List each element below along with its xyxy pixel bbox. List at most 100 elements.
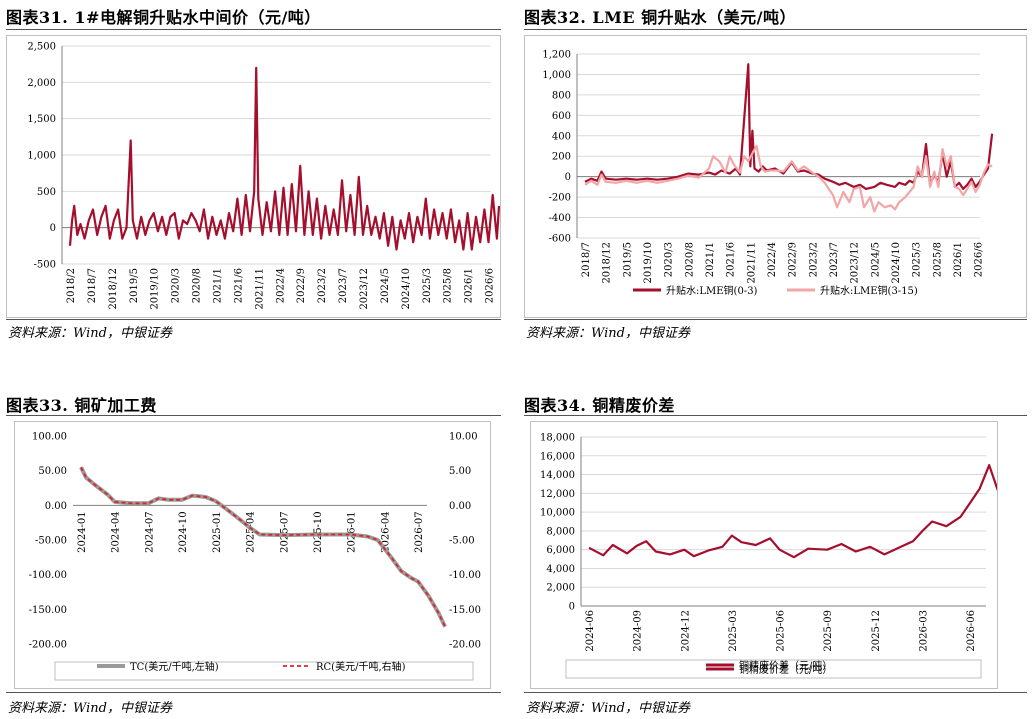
x-tick-label: 2021/6 — [726, 242, 737, 277]
y-tick-label: 12,000 — [540, 489, 575, 500]
x-tick-label: 2023/12 — [359, 268, 370, 310]
x-tick-label: 2019/10 — [643, 242, 654, 284]
x-tick-label: 2026-03 — [919, 610, 930, 652]
chart-34-svg: 0 2,000 4,000 6,000 8,000 10,000 12,000 14,000 1… — [540, 433, 1033, 679]
source-note-33: 资料来源：Wind，中银证券 — [8, 701, 172, 716]
y-tick-label: 8,000 — [546, 526, 575, 537]
series-line — [588, 464, 1033, 559]
chart-title-33: 图表33. 铜矿加工费 — [6, 396, 157, 415]
x-tick-label: 2018/12 — [602, 242, 613, 284]
y-tick-label: 16,000 — [540, 451, 575, 462]
legend-box — [565, 659, 982, 679]
source-rule — [6, 692, 501, 693]
x-tick-label: 2025/8 — [932, 242, 943, 277]
chart-32-svg: -600 -400 -200 0 200 400 600 800 1,000 1,200 2018/… — [542, 50, 994, 297]
x-tick-label: 2025-01 — [212, 511, 223, 553]
x-tick-label: 2025/8 — [443, 268, 454, 303]
source-rule — [6, 319, 501, 320]
x-tick-label: 2024-07 — [144, 511, 155, 553]
y-tick-label: 400 — [552, 131, 571, 142]
title-rule — [524, 29, 1027, 30]
x-tick-label: 2024/10 — [891, 242, 902, 284]
chart-frame: -200.00 -150.00 -100.00 -50.00 0.00 50.00 100.… — [14, 421, 491, 689]
y-tick-label: 6,000 — [546, 545, 575, 556]
x-tick-label: 2025-06 — [776, 610, 787, 652]
x-tick-label: 2023/7 — [829, 242, 840, 277]
y-tick-label: -400 — [549, 213, 571, 224]
x-tick-label: 2022/9 — [296, 268, 307, 303]
legend-label: RC(美元/千吨,右轴) — [316, 660, 406, 673]
series-line — [584, 144, 993, 213]
chart-33-svg: -200.00 -150.00 -100.00 -50.00 0.00 50.00 100.… — [29, 432, 481, 681]
x-tick-label: 2024/10 — [401, 268, 412, 310]
y-tick-label: 0 — [565, 172, 571, 183]
x-tick-label: 2020/3 — [664, 242, 675, 277]
x-tick-label: 2024-04 — [111, 511, 122, 553]
y2-tick-label: 10.00 — [449, 432, 478, 443]
y-tick-label: 100.00 — [32, 432, 67, 443]
y2-tick-label: -15.00 — [449, 605, 481, 616]
x-tick-label: 2026-06 — [966, 610, 977, 652]
y-tick-label: -50.00 — [35, 536, 67, 547]
x-tick-label: 2026/1 — [953, 242, 964, 277]
y-tick-label: 800 — [552, 90, 571, 101]
y-tick-label: 1,000 — [27, 151, 56, 162]
y-tick-label: -500 — [34, 260, 56, 271]
x-tick-label: 2024-09 — [633, 610, 644, 652]
source-rule — [524, 692, 1027, 693]
x-tick-label: 2021/1 — [212, 268, 223, 303]
chart-title-34: 图表34. 铜精废价差 — [524, 396, 675, 415]
y-tick-label: -200.00 — [29, 640, 67, 651]
x-tick-label: 2025-07 — [279, 511, 290, 553]
x-tick-label: 2023/12 — [850, 242, 861, 284]
y-tick-label: 10,000 — [540, 508, 575, 519]
x-tick-label: 2021/11 — [254, 268, 265, 310]
x-tick-label: 2025/3 — [912, 242, 923, 277]
legend-label: TC(美元/千吨,左轴) — [130, 660, 219, 673]
x-tick-label: 2019/10 — [150, 268, 161, 310]
x-tick-label: 2022/9 — [788, 242, 799, 277]
x-tick-label: 2024-01 — [77, 511, 88, 553]
x-tick-label: 2020/3 — [171, 268, 182, 303]
y2-tick-label: -20.00 — [449, 640, 481, 651]
source-note-32: 资料来源：Wind，中银证券 — [526, 326, 690, 341]
y-tick-label: -600 — [549, 234, 571, 245]
y-tick-label: 14,000 — [540, 470, 575, 481]
chart-title-31: 图表31. 1#电解铜升贴水中间价（元/吨） — [6, 8, 321, 27]
x-tick-label: 2023/7 — [338, 268, 349, 303]
y-tick-label: 200 — [552, 152, 571, 163]
x-tick-label: 2025-04 — [246, 511, 257, 553]
x-tick-label: 2018/7 — [87, 268, 98, 303]
y2-tick-label: 0.00 — [449, 501, 471, 512]
y-tick-label: -100.00 — [29, 570, 67, 581]
x-tick-label: 2023/2 — [808, 242, 819, 277]
series-line — [584, 63, 994, 190]
x-tick-label: 2021/1 — [705, 242, 716, 277]
x-tick-label: 2019/5 — [129, 268, 140, 303]
y-tick-label: 18,000 — [540, 433, 575, 444]
x-tick-label: 2023/2 — [317, 268, 328, 303]
x-tick-label: 2024-12 — [680, 610, 691, 652]
y2-tick-label: -5.00 — [449, 536, 475, 547]
x-tick-label: 2026/6 — [974, 242, 985, 277]
y2-tick-label: -10.00 — [449, 570, 481, 581]
y-tick-label: 0.00 — [45, 501, 67, 512]
source-rule — [524, 319, 1027, 320]
y-tick-label: 500 — [37, 187, 56, 198]
x-tick-label: 2025-03 — [728, 610, 739, 652]
x-tick-label: 2024/5 — [380, 268, 391, 303]
x-tick-label: 2018/2 — [66, 268, 77, 303]
y-tick-label: -150.00 — [29, 605, 67, 616]
title-rule — [524, 415, 1027, 416]
x-tick-label: 2018/12 — [108, 268, 119, 310]
x-tick-label: 2025/3 — [422, 268, 433, 303]
chart-31-svg: -500 0 500 1,000 1,500 2,000 2,500 2018/2 2018/7… — [27, 42, 501, 310]
x-tick-label: 2020/8 — [684, 242, 695, 277]
chart-frame: 0 2,000 4,000 6,000 8,000 10,000 12,000 14,000 1… — [530, 421, 1033, 689]
title-rule — [6, 29, 501, 30]
x-tick-label: 2026-07 — [414, 511, 425, 553]
title-rule — [6, 415, 501, 416]
x-tick-label: 2026-04 — [380, 511, 391, 553]
x-tick-label: 2025-10 — [313, 511, 324, 553]
legend-label: 铜精废价差（元/吨） — [739, 659, 832, 672]
